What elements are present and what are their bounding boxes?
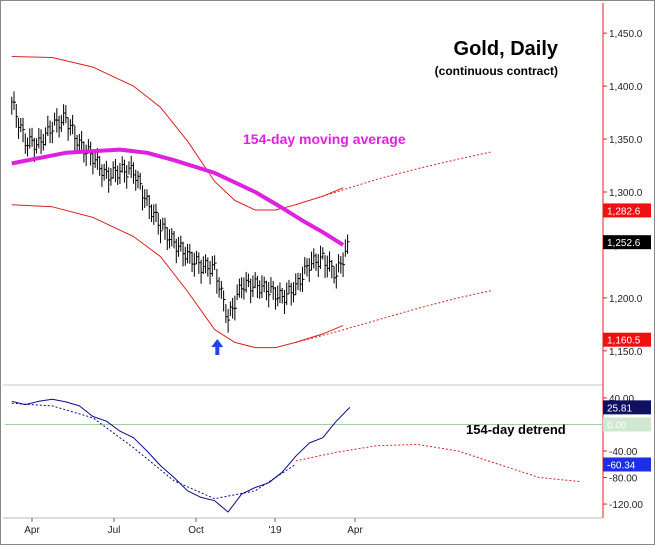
detrend-lines bbox=[11, 398, 580, 513]
price-badge bbox=[603, 203, 651, 218]
detrend-badge bbox=[603, 400, 651, 415]
detrend-tick-label: -40.00 bbox=[609, 447, 638, 458]
detrend-badge bbox=[603, 457, 651, 472]
detrend-badge bbox=[603, 417, 651, 432]
price-tick-label: 1,300.0 bbox=[609, 188, 643, 199]
lower-band-projection-line bbox=[295, 290, 492, 343]
date-tick-label: Apr bbox=[347, 525, 363, 536]
detrend-label: 154-day detrend bbox=[466, 422, 566, 437]
price-bars bbox=[11, 91, 350, 333]
price-tick-label: 1,350.0 bbox=[609, 135, 643, 146]
moving-average-line bbox=[11, 147, 345, 247]
price-badge-label: 1,252.6 bbox=[607, 238, 641, 249]
price-tick-label: 1,200.0 bbox=[609, 294, 643, 305]
detrend-badge-label: 25.81 bbox=[607, 403, 632, 414]
price-tick-label: 1,150.0 bbox=[609, 347, 643, 358]
up-arrow-icon bbox=[211, 338, 224, 355]
chart-title: Gold, Daily bbox=[454, 38, 559, 60]
date-tick-label: Jul bbox=[108, 525, 121, 536]
detrend-badge-label: -60.34 bbox=[607, 460, 636, 471]
price-badge-label: 1,160.5 bbox=[607, 336, 641, 347]
price-badge-label: 1,282.6 bbox=[607, 206, 641, 217]
band-lines bbox=[11, 56, 492, 349]
154-day-moving-average-line bbox=[11, 147, 345, 247]
price-badge bbox=[603, 235, 651, 250]
detrend-projection-line bbox=[295, 443, 580, 482]
price-tick-label: 1,400.0 bbox=[609, 82, 643, 93]
price-tick-label: 1,450.0 bbox=[609, 29, 643, 40]
price-badge bbox=[603, 332, 651, 347]
detrend-tick-label: -80.00 bbox=[609, 474, 638, 485]
low-marker bbox=[211, 338, 224, 355]
chart-subtitle: (continuous contract) bbox=[435, 64, 558, 78]
moving-average-label: 154-day moving average bbox=[243, 131, 406, 147]
detrend-tick-label: -120.00 bbox=[609, 500, 643, 511]
detrend-badges: 25.81 0.00 -60.34 bbox=[603, 400, 651, 472]
detrend-tick-label: 40.00 bbox=[609, 394, 634, 405]
date-tick-label: '19 bbox=[268, 525, 281, 536]
detrend-smooth-line bbox=[11, 402, 296, 500]
price-badges: 1,282.6 1,252.6 1,160.5 bbox=[603, 203, 651, 347]
date-tick-label: Apr bbox=[24, 525, 40, 536]
date-tick-label: Oct bbox=[188, 525, 204, 536]
detrend-badge-label: 0.00 bbox=[607, 420, 627, 431]
date-axis-ticks: Apr Jul Oct '19 Apr bbox=[24, 518, 363, 536]
